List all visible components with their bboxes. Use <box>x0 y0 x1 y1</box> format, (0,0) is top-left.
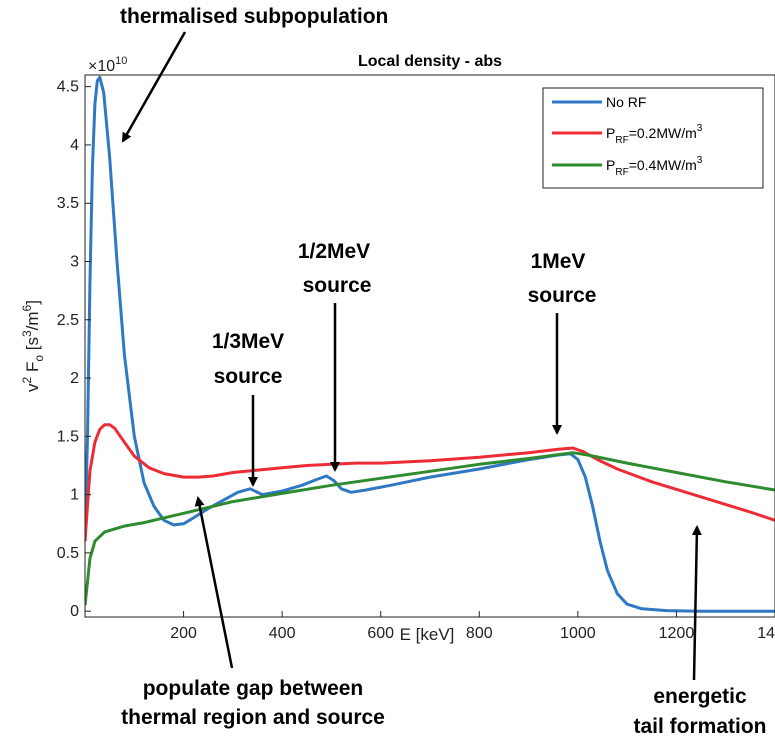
y-tick-label: 3.5 <box>57 195 79 212</box>
legend-label-p04: PRF=0.4MW/m3 <box>606 155 703 178</box>
x-axis-label: E [keV] <box>400 625 455 644</box>
y-tick-label: 3 <box>70 253 79 270</box>
x-tick-label: 600 <box>367 625 394 642</box>
annotation-thermal: thermalised subpopulation <box>120 5 388 28</box>
series-line-no-rf <box>85 75 775 613</box>
annotation-half-2: source <box>303 274 372 297</box>
y-tick-label: 0 <box>70 603 79 620</box>
y-tick-label: 2 <box>70 370 79 387</box>
legend-label-p02: PRF=0.2MW/m3 <box>606 123 703 146</box>
arrow-gap <box>194 496 234 669</box>
y-tick-label: 4 <box>70 137 79 154</box>
legend: No RF PRF=0.2MW/m3 PRF=0.4MW/m3 <box>542 87 764 189</box>
legend-label-no-rf: No RF <box>606 94 646 110</box>
y-multiplier: ×1010 <box>88 55 127 75</box>
annotation-third-1: 1/3MeV <box>212 330 284 353</box>
arrow-thermal <box>121 31 187 143</box>
y-axis: 0 0.5 1 1.5 2 2.5 3 3.5 4 4.5 <box>57 79 91 620</box>
y-tick-label: 2.5 <box>57 312 79 329</box>
y-tick-label: 0.5 <box>57 545 79 562</box>
x-tick-label: 200 <box>170 625 197 642</box>
y-tick-label: 4.5 <box>57 79 79 96</box>
plot-lines <box>85 75 775 613</box>
y-tick-label: 1 <box>70 487 79 504</box>
annotation-gap-2: thermal region and source <box>121 706 385 729</box>
x-tick-label: 1200 <box>659 625 695 642</box>
annotation-gap-1: populate gap between <box>143 677 364 700</box>
series-line-p-rf-0-2 <box>85 423 775 542</box>
annotations: thermalised subpopulation 1/3MeV source … <box>120 5 767 738</box>
arrow-tail <box>691 525 702 681</box>
x-tick-label: 400 <box>269 625 296 642</box>
x-tick-label: 1000 <box>560 625 596 642</box>
annotation-tail-2: tail formation <box>633 715 766 738</box>
legend-box <box>542 87 764 189</box>
x-tick-label: 800 <box>466 625 493 642</box>
y-tick-label: 1.5 <box>57 428 79 445</box>
annotation-one-2: source <box>528 284 597 307</box>
annotation-one-1: 1MeV <box>531 250 586 273</box>
plot-area-frame <box>84 74 775 618</box>
annotation-half-1: 1/2MeV <box>298 240 370 263</box>
annotation-tail-1: energetic <box>653 685 747 708</box>
series-line-p-rf-0-4 <box>85 451 775 606</box>
chart-title: Local density - abs <box>358 53 502 70</box>
annotation-third-2: source <box>214 365 283 388</box>
y-axis-label: v2 Fo [s3/m6] <box>20 300 46 392</box>
